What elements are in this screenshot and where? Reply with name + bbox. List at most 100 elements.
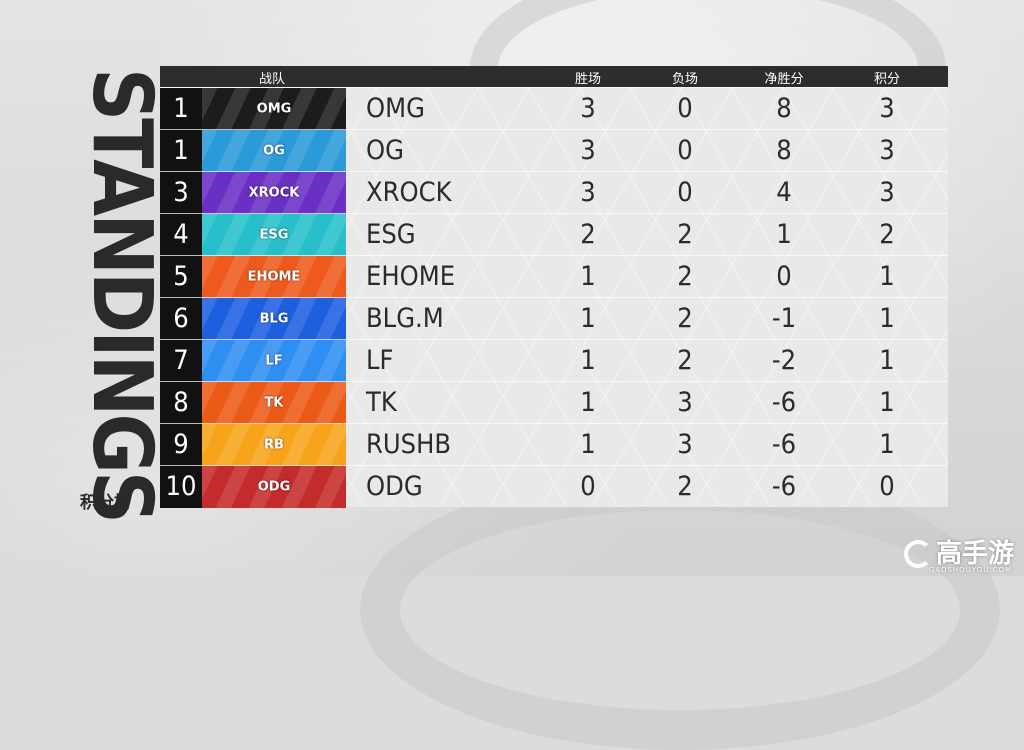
table-row: 6 BLG BLG.M 1 2 -1 1 xyxy=(160,297,948,340)
team-name: ESG xyxy=(366,219,416,250)
team-net-score: 0 xyxy=(776,261,792,292)
team-rank: 3 xyxy=(160,172,202,214)
table-row: 9 RB RUSHB 1 3 -6 1 xyxy=(160,423,948,466)
watermark: 高手游 GAOSHOUYOU.COM xyxy=(903,539,1014,574)
team-net-score: -6 xyxy=(771,471,797,502)
team-points: 3 xyxy=(879,93,895,124)
header-wins: 胜场 xyxy=(574,72,602,87)
team-logo-mark: ESG xyxy=(259,227,289,243)
team-losses: 3 xyxy=(677,387,693,418)
logo-background-stripes xyxy=(202,172,346,214)
team-logo-mark: XROCK xyxy=(248,185,300,201)
header-losses: 负场 xyxy=(671,72,699,87)
team-rank: 7 xyxy=(160,340,202,382)
table-row: 1 OG OG 3 0 8 3 xyxy=(160,129,948,172)
logo-background-stripes xyxy=(202,88,346,130)
team-losses: 0 xyxy=(677,93,693,124)
team-rank: 8 xyxy=(160,382,202,424)
team-losses: 2 xyxy=(677,219,693,250)
team-name: EHOME xyxy=(366,261,456,292)
team-name: OG xyxy=(366,135,404,166)
header-points: 积分 xyxy=(873,72,901,87)
watermark-logo-icon xyxy=(903,540,932,568)
team-points: 3 xyxy=(879,135,895,166)
logo-background-stripes xyxy=(202,298,346,340)
team-points: 0 xyxy=(879,471,895,502)
team-logo: ODG xyxy=(202,466,346,508)
watermark-url: GAOSHOUYOU.COM xyxy=(928,566,1012,574)
header-net: 净胜分 xyxy=(764,72,804,87)
table-header: 战队 胜场 负场 净胜分 积分 xyxy=(160,66,948,87)
logo-background-stripes xyxy=(202,382,346,424)
team-wins: 3 xyxy=(580,177,596,208)
team-wins: 1 xyxy=(580,345,596,376)
background-emblem-lower xyxy=(360,470,1000,750)
team-net-score: 8 xyxy=(776,93,792,124)
team-losses: 0 xyxy=(677,177,693,208)
team-logo-mark: LF xyxy=(265,353,283,369)
team-wins: 1 xyxy=(580,261,596,292)
team-name: BLG.M xyxy=(366,303,444,334)
logo-background-stripes xyxy=(202,256,346,298)
logo-background-stripes xyxy=(202,214,346,256)
team-rank: 10 xyxy=(160,466,202,508)
team-rank: 1 xyxy=(160,130,202,172)
team-logo-mark: OG xyxy=(263,143,285,159)
logo-background-stripes xyxy=(202,466,346,508)
team-name: OMG xyxy=(366,93,425,124)
team-losses: 2 xyxy=(677,345,693,376)
team-net-score: 4 xyxy=(776,177,792,208)
standings-table: 战队 胜场 负场 净胜分 积分 1 OMG OMG 3 0 8 3 1 OG OG 3 0 8 3 3 XRO… xyxy=(160,66,948,508)
team-logo-mark: OMG xyxy=(256,101,292,117)
team-wins: 3 xyxy=(580,135,596,166)
team-losses: 2 xyxy=(677,303,693,334)
team-logo: BLG xyxy=(202,298,346,340)
team-net-score: 8 xyxy=(776,135,792,166)
team-net-score: -2 xyxy=(771,345,797,376)
table-row: 1 OMG OMG 3 0 8 3 xyxy=(160,87,948,130)
logo-background-stripes xyxy=(202,130,346,172)
team-name: LF xyxy=(366,345,394,376)
team-logo: OG xyxy=(202,130,346,172)
team-logo: TK xyxy=(202,382,346,424)
team-logo: LF xyxy=(202,340,346,382)
watermark-text: 高手游 xyxy=(935,539,1014,569)
team-name: XROCK xyxy=(366,177,452,208)
table-row: 3 XROCK XROCK 3 0 4 3 xyxy=(160,171,948,214)
logo-background-stripes xyxy=(202,424,346,466)
team-logo-mark: TK xyxy=(264,395,284,411)
team-logo: XROCK xyxy=(202,172,346,214)
team-points: 1 xyxy=(879,261,895,292)
team-rank: 9 xyxy=(160,424,202,466)
team-wins: 2 xyxy=(580,219,596,250)
team-wins: 3 xyxy=(580,93,596,124)
table-row: 5 EHOME EHOME 1 2 0 1 xyxy=(160,255,948,298)
team-logo: EHOME xyxy=(202,256,346,298)
team-points: 1 xyxy=(879,429,895,460)
team-logo-mark: BLG xyxy=(259,311,289,327)
team-rank: 5 xyxy=(160,256,202,298)
logo-background-stripes xyxy=(202,340,346,382)
team-name: RUSHB xyxy=(366,429,452,460)
table-body: 1 OMG OMG 3 0 8 3 1 OG OG 3 0 8 3 3 XROCK XROCK 3 0 4 3 4 ESG E… xyxy=(160,87,948,508)
team-logo-mark: ODG xyxy=(257,479,291,495)
team-losses: 3 xyxy=(677,429,693,460)
team-wins: 0 xyxy=(580,471,596,502)
team-name: TK xyxy=(366,387,397,418)
team-name: ODG xyxy=(366,471,423,502)
team-rank: 6 xyxy=(160,298,202,340)
team-logo-mark: RB xyxy=(264,437,284,453)
team-net-score: 1 xyxy=(776,219,792,250)
standings-subtitle: 积分榜 xyxy=(80,493,131,513)
team-logo: ESG xyxy=(202,214,346,256)
team-points: 2 xyxy=(879,219,895,250)
team-net-score: -6 xyxy=(771,429,797,460)
team-rank: 4 xyxy=(160,214,202,256)
team-logo: RB xyxy=(202,424,346,466)
team-losses: 2 xyxy=(677,471,693,502)
team-points: 1 xyxy=(879,345,895,376)
team-wins: 1 xyxy=(580,387,596,418)
table-row: 7 LF LF 1 2 -2 1 xyxy=(160,339,948,382)
table-row: 8 TK TK 1 3 -6 1 xyxy=(160,381,948,424)
team-net-score: -1 xyxy=(771,303,797,334)
